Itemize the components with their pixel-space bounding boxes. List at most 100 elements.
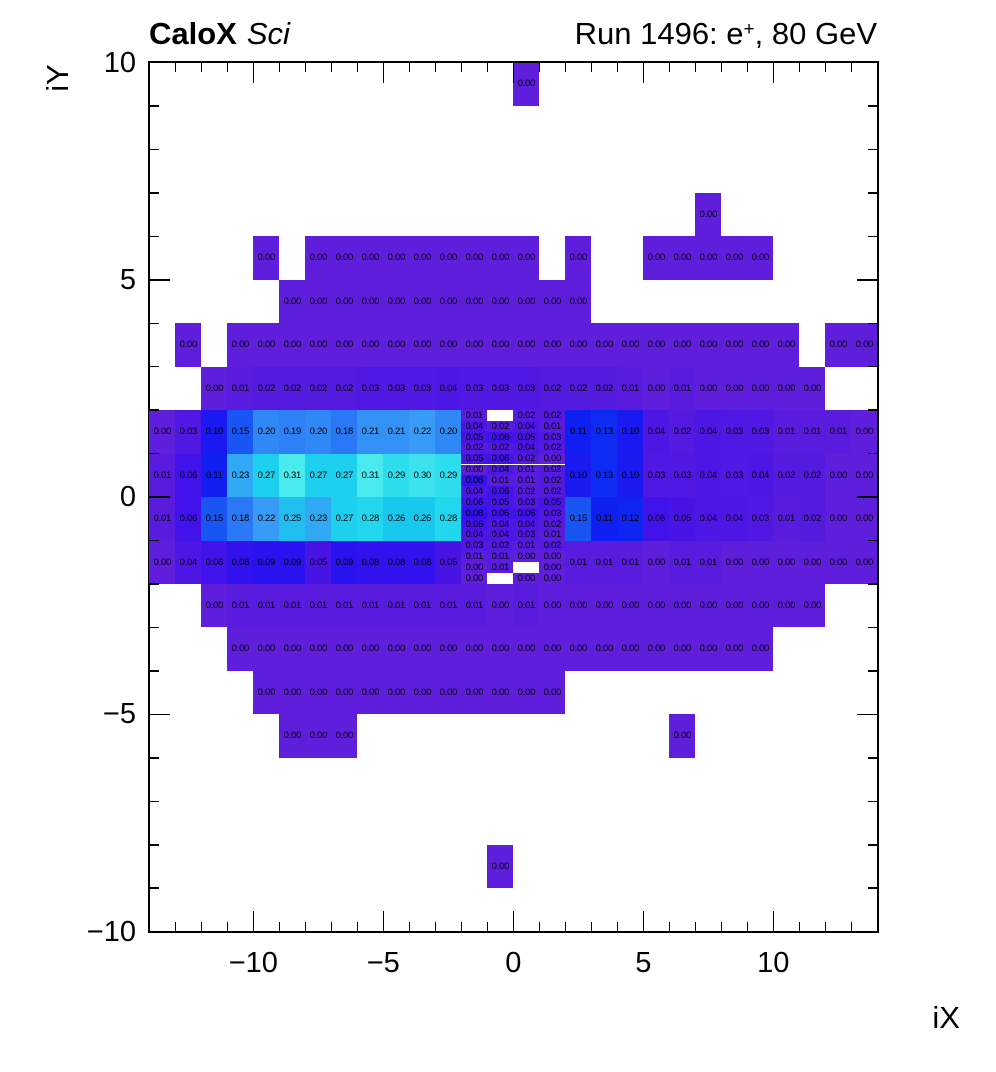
heatmap-cell: 0.00 (409, 279, 436, 324)
heatmap-cell: 0.03 (747, 497, 774, 541)
heatmap-cell: 0.00 (513, 279, 540, 324)
axis-tick (798, 61, 801, 72)
heatmap-cell: 0.03 (539, 431, 566, 443)
heatmap-cell: 0.00 (227, 627, 254, 671)
heatmap-cell: 0.02 (539, 540, 566, 552)
heatmap-cell: 0.04 (513, 518, 540, 530)
heatmap-cell: 0.00 (409, 323, 436, 367)
heatmap-cell: 0.03 (721, 453, 748, 498)
axis-tick (868, 670, 879, 672)
heatmap-cell: 0.00 (279, 627, 306, 671)
heatmap-cell: 0.01 (149, 453, 176, 498)
heatmap-cell: 0.00 (669, 584, 696, 628)
axis-tick (278, 922, 281, 933)
heatmap-cell: 0.04 (695, 497, 722, 541)
heatmap-cell: 0.00 (539, 453, 566, 465)
heatmap-cell: 0.03 (539, 507, 566, 519)
axis-tick (148, 452, 159, 455)
axis-tick (868, 322, 879, 324)
heatmap-cell: 0.29 (383, 453, 410, 498)
axis-tick (868, 800, 879, 803)
heatmap-cell: 0.03 (383, 366, 410, 411)
axis-tick (868, 626, 879, 629)
heatmap-cell: 0.00 (643, 366, 670, 411)
axis-tick (668, 61, 671, 72)
axis-tick (148, 844, 159, 846)
heatmap-cell: 0.01 (513, 540, 540, 552)
heatmap-cell: 0.00 (227, 323, 254, 367)
heatmap-cell: 0.00 (409, 236, 436, 280)
heatmap-cell: 0.02 (253, 366, 280, 411)
heatmap-cell: 0.03 (721, 410, 748, 454)
heatmap-cell: 0.01 (799, 410, 826, 454)
axis-tick (772, 61, 775, 83)
heatmap-cell: 0.01 (227, 366, 254, 411)
axis-tick (857, 496, 879, 498)
heatmap-cell: 0.04 (461, 486, 488, 498)
heatmap-cell: 0.00 (513, 236, 540, 280)
axis-tick (746, 61, 749, 72)
heatmap-cell: 0.06 (201, 540, 228, 584)
heatmap-cell: 0.00 (721, 584, 748, 628)
heatmap-cell: 0.00 (331, 670, 358, 715)
heatmap-cell: 0.00 (513, 670, 540, 715)
axis-tick (460, 61, 463, 72)
heatmap-cell: 0.01 (591, 540, 618, 584)
heatmap-cell: 0.02 (331, 366, 358, 411)
heatmap-cell: 0.01 (305, 584, 332, 628)
heatmap-cell: 0.01 (539, 529, 566, 541)
heatmap-cell: 0.02 (487, 442, 514, 454)
heatmap-cell: 0.01 (617, 366, 644, 411)
axis-tick (148, 757, 159, 759)
heatmap-cell: 0.00 (513, 323, 540, 367)
heatmap-cell: 0.00 (305, 670, 332, 715)
heatmap-cell: 0.00 (305, 714, 332, 758)
heatmap-cell: 0.20 (435, 410, 462, 454)
y-tick-label: −5 (102, 698, 136, 731)
heatmap-cell: 0.04 (487, 529, 514, 541)
heatmap-cell: 0.00 (435, 627, 462, 671)
heatmap-cell: 0.05 (669, 497, 696, 541)
heatmap-cell: 0.00 (539, 584, 566, 628)
heatmap-cell: 0.00 (461, 670, 488, 715)
heatmap-cell: 0.01 (331, 584, 358, 628)
heatmap-cell: 0.00 (461, 279, 488, 324)
heatmap-cell: 0.13 (591, 453, 618, 498)
heatmap-cell: 0.00 (799, 540, 826, 584)
heatmap-cell: 0.08 (227, 540, 254, 584)
heatmap-cell: 0.00 (851, 323, 878, 367)
heatmap-cell: 0.00 (409, 627, 436, 671)
heatmap-cell: 0.00 (383, 279, 410, 324)
axis-tick (564, 922, 567, 933)
heatmap-cell: 0.01 (279, 584, 306, 628)
heatmap-cell: 0.02 (513, 486, 540, 498)
heatmap-cell: 0.02 (539, 486, 566, 498)
heatmap-cell: 0.27 (305, 453, 332, 498)
axis-tick (148, 235, 159, 238)
heatmap-cell: 0.00 (331, 627, 358, 671)
heatmap-cell: 0.00 (825, 453, 852, 498)
axis-tick (868, 844, 879, 846)
heatmap-cell: 0.00 (799, 366, 826, 411)
heatmap-cell: 0.03 (461, 366, 488, 411)
heatmap-cell: 0.00 (617, 627, 644, 671)
heatmap-cell: 0.00 (279, 714, 306, 758)
heatmap-cell: 0.00 (539, 562, 566, 574)
heatmap-cell: 0.04 (721, 497, 748, 541)
heatmap-cell: 0.00 (721, 366, 748, 411)
heatmap-cell: 0.00 (435, 236, 462, 280)
heatmap-cell: 0.10 (201, 410, 228, 454)
heatmap-cell: 0.00 (383, 236, 410, 280)
heatmap-cell: 0.00 (461, 573, 488, 584)
axis-tick (382, 911, 385, 933)
heatmap-cell: 0.04 (461, 421, 488, 432)
axis-tick (857, 713, 879, 716)
heatmap-cell: 0.01 (383, 584, 410, 628)
heatmap-cell: 0.03 (643, 453, 670, 498)
heatmap-cell: 0.04 (513, 442, 540, 454)
axis-tick (486, 61, 489, 72)
heatmap-cell: 0.11 (565, 410, 592, 454)
heatmap-cell: 0.00 (357, 279, 384, 324)
heatmap-cell: 0.00 (617, 584, 644, 628)
axis-tick (868, 192, 879, 194)
